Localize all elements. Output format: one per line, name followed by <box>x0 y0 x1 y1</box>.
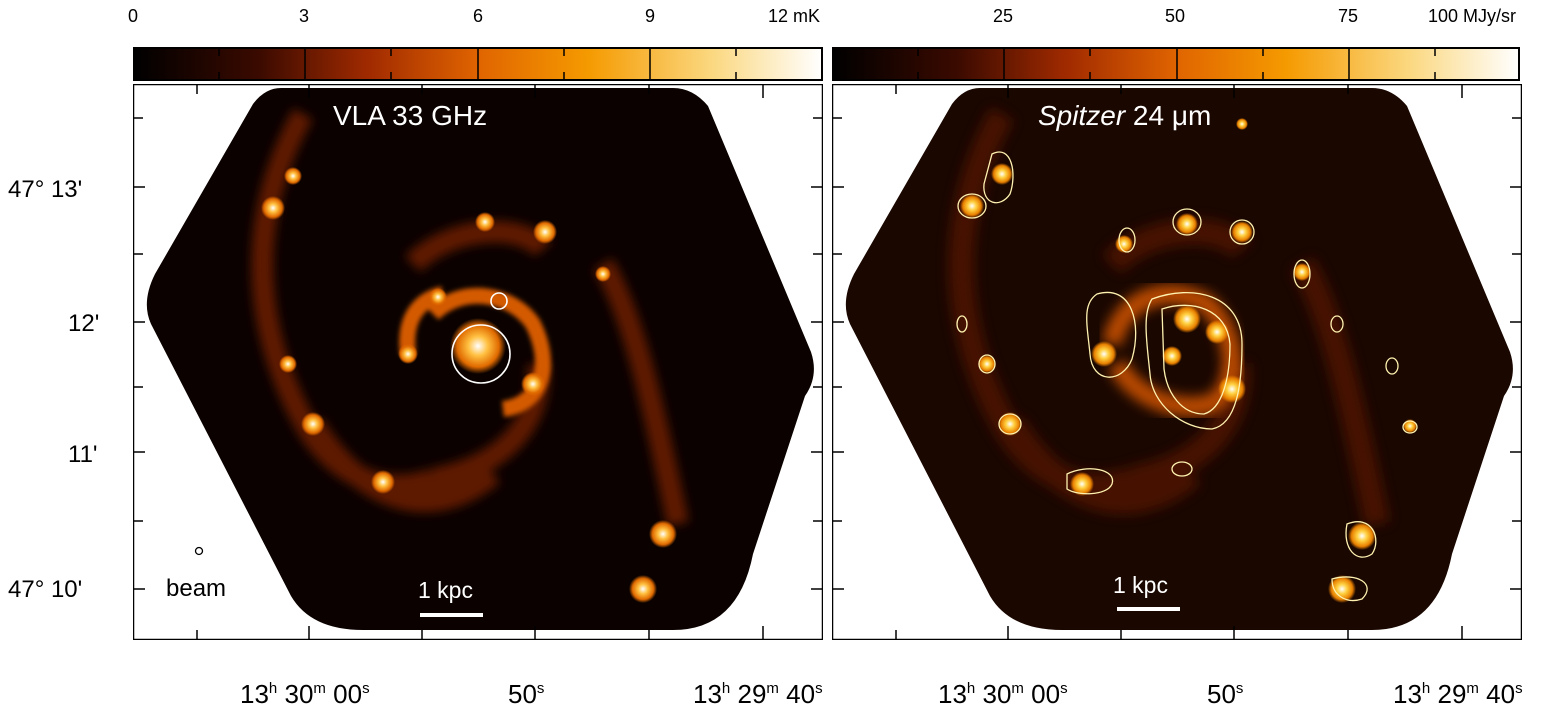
right-colorbar-tick-50: 50 <box>1165 6 1186 26</box>
right-panel: 25 50 75 100 MJy/sr <box>830 0 1561 713</box>
right-map <box>832 84 1522 640</box>
beam-label: beam <box>166 575 227 602</box>
y-label-13: 47° 13' <box>8 176 83 203</box>
left-colorbar-tick-6: 6 <box>473 6 484 26</box>
right-colorbar <box>832 47 1520 81</box>
right-colorbar-unit: 100 MJy/sr <box>1428 6 1517 26</box>
left-colorbar-tick-9: 9 <box>645 6 656 26</box>
left-colorbar <box>133 47 823 81</box>
left-colorbar-unit: 12 mK <box>768 6 821 26</box>
right-x-label-1329: 13h 29m 40s <box>1393 679 1523 709</box>
right-x-label-1330: 13h 30m 00s <box>938 679 1068 709</box>
y-label-11: 11' <box>68 441 98 468</box>
left-map <box>133 84 823 640</box>
left-panel-title: VLA 33 GHz <box>333 100 488 131</box>
left-scale-bar-label: 1 kpc <box>418 577 473 603</box>
left-colorbar-tick-0: 0 <box>128 6 139 26</box>
right-scale-bar-label: 1 kpc <box>1113 572 1168 598</box>
right-colorbar-tick-75: 75 <box>1338 6 1359 26</box>
left-x-label-50: 50s <box>508 679 545 709</box>
left-panel: 0 3 6 9 12 mK <box>8 6 823 709</box>
left-x-label-1330: 13h 30m 00s <box>240 679 370 709</box>
left-colorbar-tick-3: 3 <box>299 6 310 26</box>
right-panel-title-italic: Spitzer <box>1038 100 1126 131</box>
right-panel-title: Spitzer 24 μm <box>1038 100 1211 132</box>
right-panel-title-rest: 24 μm <box>1125 100 1212 131</box>
right-x-label-50: 50s <box>1207 679 1244 709</box>
y-label-12: 12' <box>68 310 100 337</box>
left-x-label-1329: 13h 29m 40s <box>693 679 823 709</box>
y-label-10: 47° 10' <box>8 576 83 603</box>
right-colorbar-tick-25: 25 <box>993 6 1014 26</box>
